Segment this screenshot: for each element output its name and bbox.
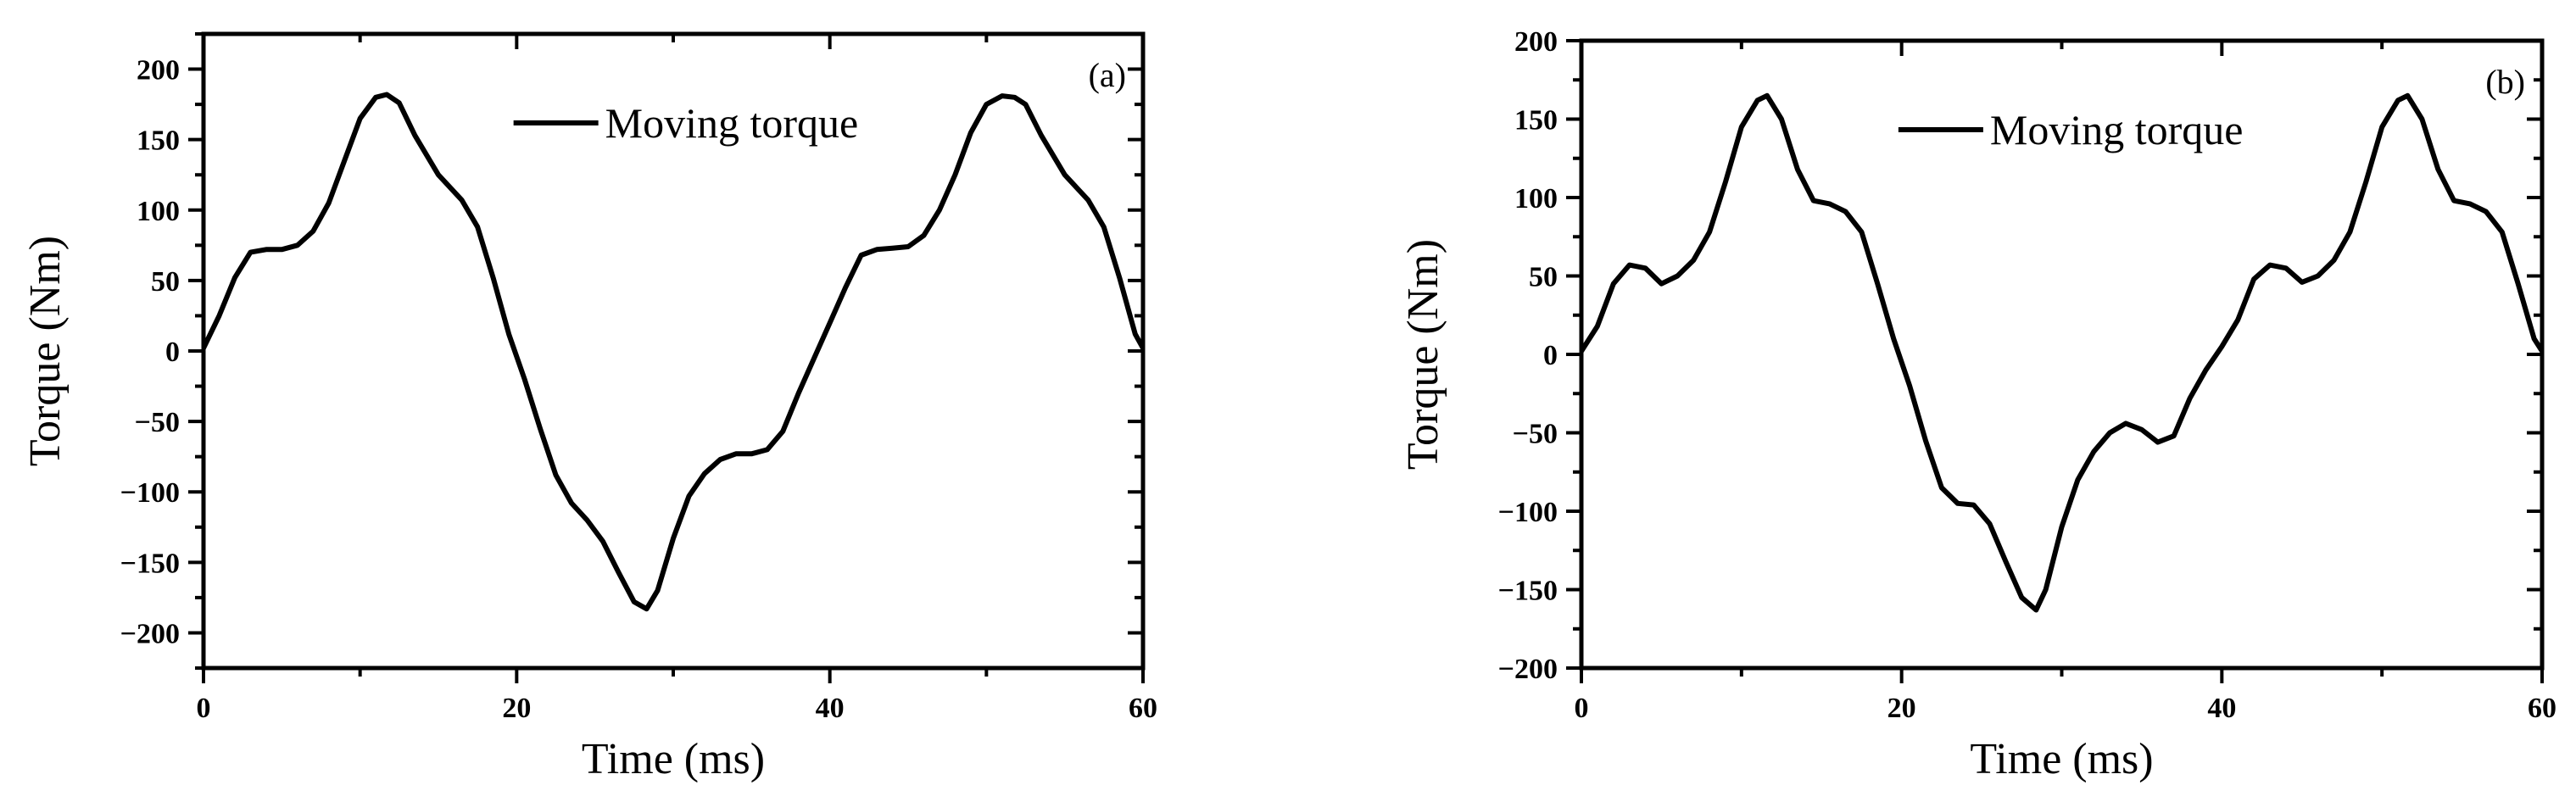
series-line-moving-torque [204, 92, 1143, 612]
x-tick-label: 60 [1129, 693, 1157, 724]
panel-label: (b) [2485, 63, 2525, 101]
y-tick-label: −150 [120, 548, 180, 579]
y-tick-label: −200 [120, 618, 180, 649]
y-tick-label: 50 [151, 266, 180, 298]
x-tick-label: 20 [502, 693, 531, 724]
y-tick-label: 200 [1514, 26, 1558, 58]
y-tick-label: 0 [165, 337, 180, 368]
y-tick-label: 100 [1514, 183, 1558, 214]
x-tick-label: 0 [197, 693, 211, 724]
series-line-moving-torque [1581, 92, 2542, 613]
legend-label: Moving torque [605, 99, 859, 147]
x-tick-label: 60 [2528, 693, 2556, 724]
y-tick-label: 0 [1543, 340, 1558, 371]
x-tick-label: 0 [1575, 693, 1589, 724]
x-tick-label: 20 [1887, 693, 1916, 724]
chart-a: 0 20 40 60 −200 −150 −100 −50 0 50 100 150 200 Time (… [21, 31, 1157, 783]
chart-b: 0 20 40 60 −200 −150 −100 −50 0 50 100 150 200 Time (… [1399, 26, 2556, 783]
y-axis-title: Torque (Nm) [21, 236, 70, 466]
y-tick-label: −100 [1498, 497, 1558, 528]
y-tick-label: −50 [135, 407, 180, 438]
y-tick-label: −100 [120, 477, 180, 509]
y-tick-label: 200 [137, 55, 180, 86]
y-tick-label: 150 [1514, 105, 1558, 136]
x-tick-label: 40 [2207, 693, 2236, 724]
x-tick-label: 40 [816, 693, 845, 724]
y-tick-label: −150 [1498, 576, 1558, 607]
panel-label: (a) [1089, 56, 1126, 94]
y-tick-label: 100 [137, 196, 180, 227]
y-tick-label: 150 [137, 125, 180, 157]
y-tick-label: −200 [1498, 654, 1558, 685]
y-axis-title: Torque (Nm) [1399, 239, 1447, 470]
x-axis-title: Time (ms) [1970, 735, 2153, 783]
y-tick-label: −50 [1513, 419, 1558, 450]
y-tick-label: 50 [1529, 262, 1558, 293]
legend-label: Moving torque [1990, 106, 2244, 153]
x-axis-title: Time (ms) [582, 735, 765, 783]
